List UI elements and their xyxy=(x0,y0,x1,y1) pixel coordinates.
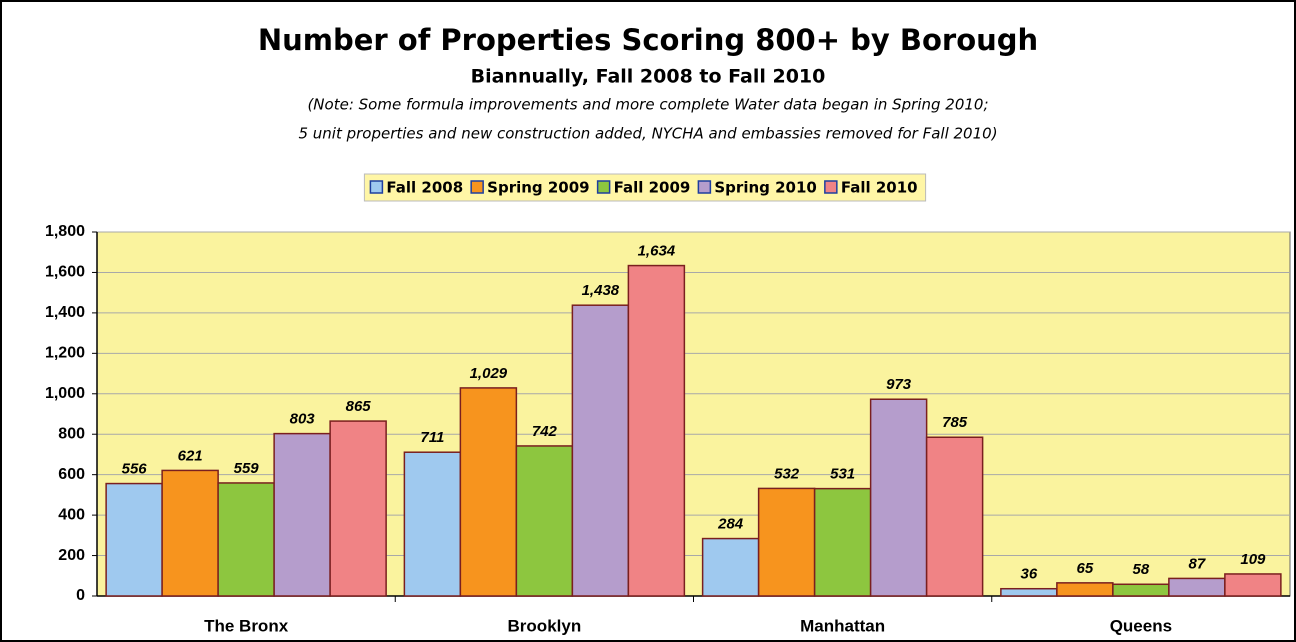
bar xyxy=(161,469,219,597)
x-tick-label: Manhattan xyxy=(800,616,885,635)
bar xyxy=(757,487,816,597)
legend-label: Fall 2009 xyxy=(614,179,691,197)
chart-title: Number of Properties Scoring 800+ by Bor… xyxy=(258,23,1038,57)
bar xyxy=(273,432,331,597)
x-tick-label: The Bronx xyxy=(204,616,289,635)
legend-swatch xyxy=(596,180,611,194)
y-tick-label: 200 xyxy=(58,547,85,564)
value-label: 58 xyxy=(1133,561,1150,578)
value-label: 1,438 xyxy=(582,282,620,299)
value-label: 1,029 xyxy=(470,365,508,382)
y-tick-label: 1,600 xyxy=(45,264,85,281)
value-label: 785 xyxy=(942,414,968,431)
legend-label: Spring 2009 xyxy=(487,179,589,197)
value-label: 803 xyxy=(290,411,316,428)
value-label: 742 xyxy=(532,423,558,440)
bar xyxy=(571,304,630,597)
legend-swatch xyxy=(369,180,384,194)
y-tick-label: 400 xyxy=(58,506,85,523)
bar xyxy=(1000,587,1058,597)
bar xyxy=(459,387,518,597)
bar xyxy=(217,482,275,597)
value-label: 284 xyxy=(717,516,744,533)
value-label: 865 xyxy=(346,398,372,415)
value-label: 87 xyxy=(1189,555,1206,572)
value-label: 556 xyxy=(122,461,148,478)
bar xyxy=(925,436,984,597)
note: 5 unit properties and new construction a… xyxy=(298,125,997,143)
y-tick-label: 800 xyxy=(58,425,85,442)
bar xyxy=(1168,577,1226,597)
legend-label: Spring 2010 xyxy=(714,179,816,197)
legend-swatch xyxy=(470,180,484,194)
x-tick-label: Brooklyn xyxy=(508,616,582,635)
bar xyxy=(627,264,686,597)
value-label: 36 xyxy=(1021,566,1038,583)
bar xyxy=(105,482,163,597)
value-label: 1,634 xyxy=(638,243,676,260)
value-label: 109 xyxy=(1240,551,1266,568)
value-label: 711 xyxy=(420,429,444,446)
bar xyxy=(403,451,462,597)
bar xyxy=(869,398,928,597)
value-label: 65 xyxy=(1077,560,1094,577)
legend-swatch xyxy=(824,180,838,194)
x-tick-label: Queens xyxy=(1110,616,1172,635)
bar xyxy=(813,487,872,597)
y-tick-label: 1,400 xyxy=(45,304,85,321)
y-tick-label: 0 xyxy=(76,587,85,604)
value-label: 559 xyxy=(234,460,260,477)
bar xyxy=(1056,582,1114,597)
y-tick-label: 600 xyxy=(58,466,85,483)
value-label: 532 xyxy=(774,465,800,482)
legend-label: Fall 2010 xyxy=(841,179,918,197)
legend-label: Fall 2008 xyxy=(386,179,463,197)
bar xyxy=(1112,583,1170,597)
bar xyxy=(515,445,574,597)
note: (Note: Some formula improvements and mor… xyxy=(307,96,988,114)
bar xyxy=(701,537,760,597)
value-label: 621 xyxy=(178,447,203,464)
value-label: 531 xyxy=(830,466,855,483)
y-tick-label: 1,000 xyxy=(45,385,85,402)
bar xyxy=(1224,573,1282,597)
value-label: 973 xyxy=(886,376,912,393)
y-tick-label: 1,200 xyxy=(45,345,85,362)
y-tick-label: 1,800 xyxy=(45,223,85,240)
legend-swatch xyxy=(697,180,712,194)
bar xyxy=(329,420,387,597)
chart-subtitle: Biannually, Fall 2008 to Fall 2010 xyxy=(471,66,826,88)
